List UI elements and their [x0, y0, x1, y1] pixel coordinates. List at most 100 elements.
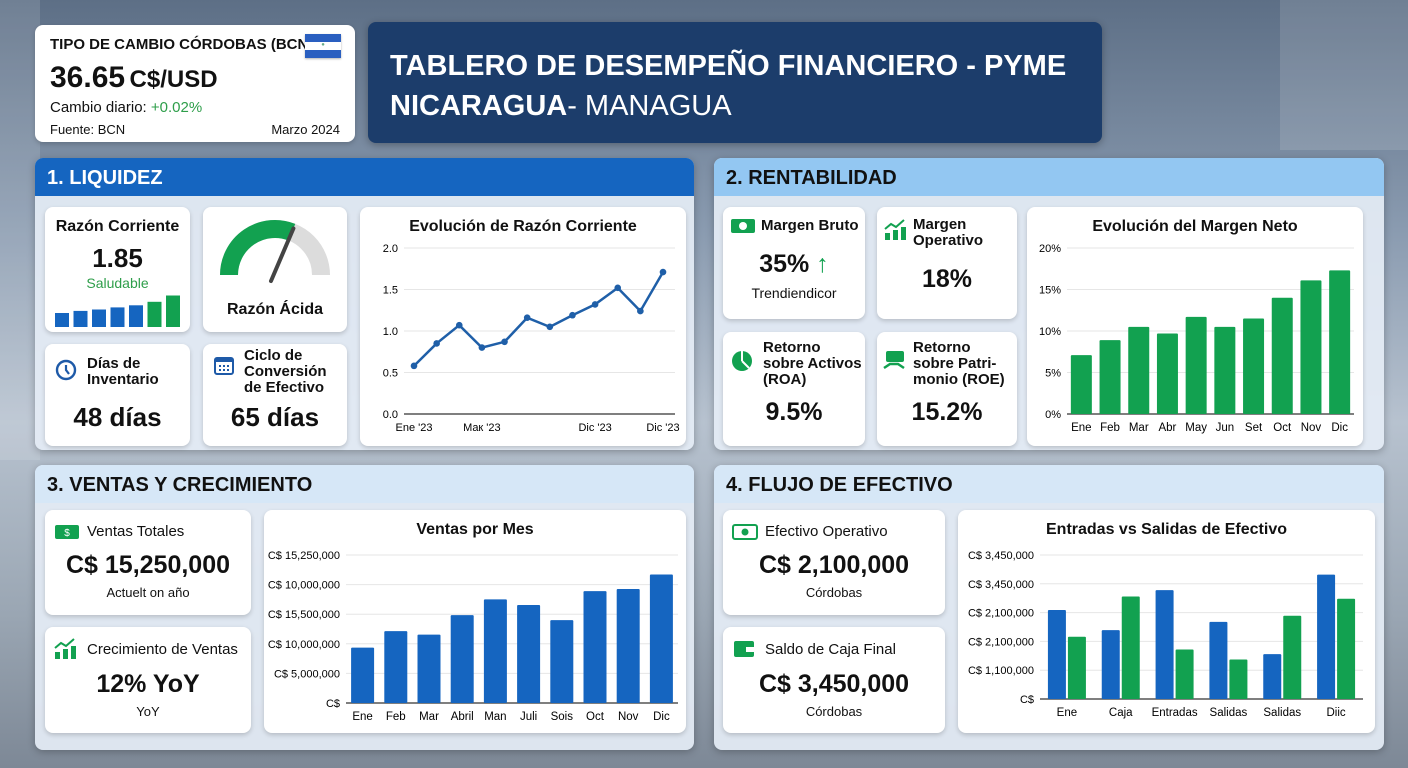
clock-icon — [55, 359, 77, 381]
section-header: 4. FLUJO DE EFECTIVO — [714, 465, 1384, 503]
card-sub: Trendiendicor — [751, 285, 837, 301]
razon-acida-card: Razón Ácida — [203, 207, 347, 332]
card-value: 12% YoY — [96, 670, 200, 698]
card-label: Ciclo de Conversión de Efectivo — [244, 347, 327, 396]
bar — [1185, 316, 1207, 414]
money-icon — [731, 219, 755, 233]
ventas-chart-card: Ventas por Mes C$ C$ 5,000,000 C$ 10,000,0… — [264, 510, 686, 733]
x-tick-label: Dic '23 — [578, 422, 611, 434]
data-point — [546, 323, 554, 331]
x-tick-label: Maк '23 — [463, 422, 501, 434]
x-tick-label: Jun — [1216, 422, 1235, 434]
bar — [1283, 615, 1302, 699]
y-tick-label: C$ 2,100,000 — [968, 608, 1034, 620]
chart-title: Entradas vs Salidas de Efectivo — [1046, 521, 1287, 538]
money-hand-icon — [883, 351, 905, 370]
card-label: Razón Ácida — [226, 301, 323, 318]
data-point — [410, 362, 418, 370]
bar — [1243, 318, 1265, 414]
data-point — [637, 307, 644, 315]
x-tick-label: Abril — [451, 711, 474, 723]
pie-chart-icon — [732, 351, 752, 371]
bar — [1209, 621, 1228, 699]
mini-bar — [166, 295, 180, 327]
x-tick-label: Juli — [520, 711, 537, 723]
gauge-icon — [220, 220, 330, 283]
y-tick-label: 5% — [1045, 368, 1061, 380]
x-tick-label: Feb — [386, 711, 406, 723]
mini-bar — [92, 309, 106, 327]
bar — [1337, 598, 1356, 699]
x-tick-label: Salidas — [1210, 707, 1248, 719]
exchange-value: 36.65 C$/USD — [50, 61, 218, 94]
y-tick-label: 0.0 — [383, 409, 398, 421]
exchange-source: Fuente: BCN — [50, 122, 126, 137]
card-value: 9.5% — [765, 398, 823, 426]
mini-bar — [55, 313, 69, 327]
x-tick-label: Mar — [419, 711, 439, 723]
efectivo-operativo-card: Efectivo Operativo C$ 2,100,000 Córdobas — [723, 510, 945, 615]
flujo-chart-card: Entradas vs Salidas de Efectivo C$ C$ 1,1… — [958, 510, 1375, 733]
x-tick-label: Oct — [1273, 422, 1292, 434]
y-tick-label: 10% — [1039, 326, 1061, 338]
razon-chart-card: Evolución de Razón Corriente 0.0 0.5 1.0 1.… — [360, 207, 686, 446]
data-point — [591, 301, 599, 308]
x-tick-label: Man — [484, 711, 506, 723]
gauge-fill — [220, 220, 296, 276]
bar — [1067, 636, 1086, 699]
bar — [1329, 270, 1351, 414]
y-tick-label: C$ 3,450,000 — [968, 550, 1034, 562]
card-label: Margen Operativo — [913, 216, 984, 249]
bar — [483, 599, 507, 703]
y-tick-label: 0.5 — [383, 368, 398, 380]
bar — [1128, 326, 1150, 414]
bar — [384, 631, 408, 703]
bar-chart: C$ C$ 5,000,000 C$ 10,000,000 C$ 15,500,000… — [268, 550, 678, 723]
y-tick-label: 1.5 — [383, 285, 398, 297]
bar — [450, 615, 474, 703]
calendar-icon — [214, 357, 234, 375]
data-point — [569, 311, 576, 319]
chart-title: Ventas por Mes — [416, 521, 534, 538]
card-value: 15.2% — [911, 398, 983, 426]
y-tick-label: C$ 15,500,000 — [268, 609, 340, 621]
bar — [1155, 590, 1174, 699]
bar-chart: C$ C$ 1,100,000 C$ 2,100,000 C$ 2,100,000 C$… — [968, 550, 1363, 719]
section-header: 3. VENTAS Y CRECIMIENTO — [35, 465, 694, 503]
page-subtitle: NICARAGUA- MANAGUA — [390, 90, 732, 122]
bar — [1271, 297, 1293, 414]
card-value: C$ 15,250,000 — [65, 551, 231, 579]
section-header: 2. RENTABILIDAD — [714, 158, 1384, 196]
exchange-title: TIPO DE CAMBIO CÓRDOBAS (BCN) — [50, 36, 314, 53]
card-value: 48 días — [73, 402, 162, 432]
bar — [417, 634, 441, 703]
up-arrow-icon: ↑ — [816, 250, 829, 278]
bar — [351, 647, 375, 703]
y-tick-label: C$ — [326, 698, 340, 710]
growth-chart-icon — [54, 638, 76, 659]
card-value: 18% — [921, 265, 973, 293]
exchange-rate-card: TIPO DE CAMBIO CÓRDOBAS (BCN) ● 36.65 C$… — [35, 25, 355, 142]
mini-bar — [110, 307, 125, 327]
bar-chart: 0% 5% 10% 15% 20% Ene Feb Mar Abr May Jun Set Oct Nov… — [1039, 243, 1354, 434]
chart-title: Evolución del Margen Neto — [1092, 218, 1298, 235]
x-tick-label: Dic — [653, 711, 670, 723]
dias-inventario-card: Días de Inventario 48 días — [45, 344, 190, 446]
svg-text:$: $ — [64, 528, 70, 539]
margen-chart-card: Evolución del Margen Neto 0% 5% 10% 15% 20% E… — [1027, 207, 1363, 446]
card-sub: YoY — [136, 704, 160, 719]
data-point — [614, 284, 622, 292]
card-label: Margen Bruto — [761, 217, 859, 234]
card-value: 65 días — [230, 402, 320, 432]
x-tick-label: Diic — [1326, 707, 1345, 719]
bar — [1047, 610, 1066, 699]
card-value: 35% ↑ — [759, 250, 829, 278]
ventas-totales-card: $ Ventas Totales C$ 15,250,000 Actuelt o… — [45, 510, 251, 615]
x-tick-label: Dic — [1331, 422, 1348, 434]
status-text: Saludable — [86, 275, 149, 291]
background-window — [0, 0, 40, 460]
card-label: Ventas Totales — [87, 523, 185, 540]
card-label: Crecimiento de Ventas — [87, 641, 238, 658]
bar — [1156, 333, 1178, 414]
series-line — [413, 271, 665, 367]
